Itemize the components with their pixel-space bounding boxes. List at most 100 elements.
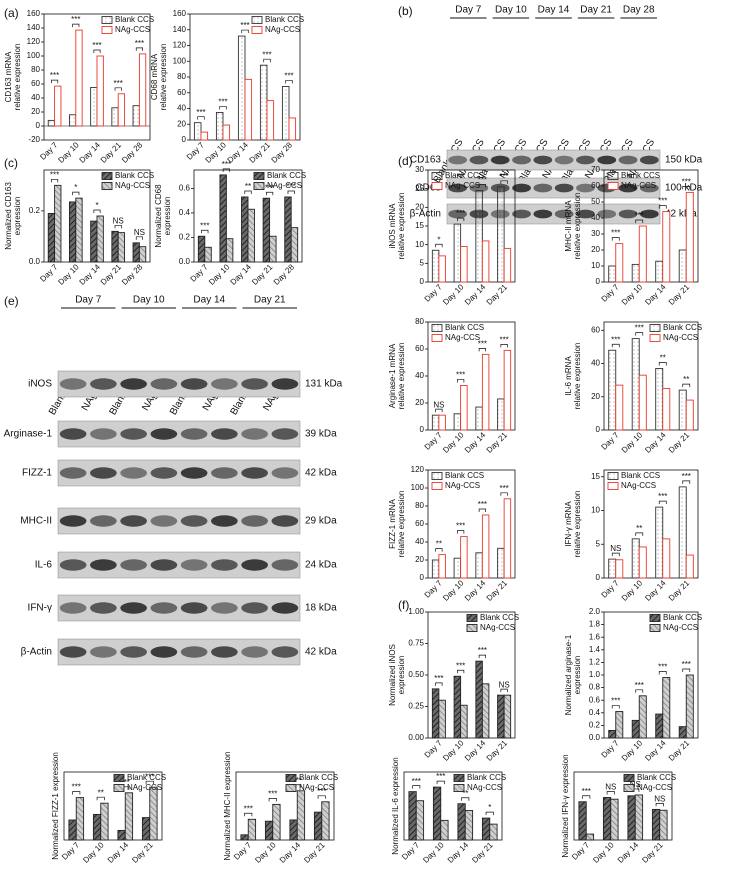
significance-label: *** <box>456 209 465 218</box>
chart: 0 20 40 60 80 Arginase-1 mRNA relative express… <box>388 317 516 455</box>
band <box>120 602 147 614</box>
significance-bracket <box>635 219 644 223</box>
significance-bracket <box>658 671 667 675</box>
legend-swatch <box>607 472 619 480</box>
chart: 0.00 0.25 0.50 0.75 1.00 Normalized iNOS expre… <box>388 607 519 763</box>
y-tick-label: 80 <box>415 317 424 326</box>
bar <box>262 197 271 263</box>
bar <box>481 514 490 579</box>
y-axis-label: relative expression <box>13 44 22 111</box>
y-tick-label: 0.75 <box>408 639 424 648</box>
y-tick-label: 0 <box>420 277 425 286</box>
band <box>211 428 238 440</box>
y-tick-label: 0.4 <box>179 208 191 217</box>
bar <box>678 389 687 431</box>
bar <box>117 829 126 841</box>
band <box>597 155 617 165</box>
y-tick-label: 15 <box>591 472 600 481</box>
y-axis-label: Normalized CD68 <box>154 184 163 248</box>
significance-label: NS <box>605 783 616 792</box>
bar <box>290 227 299 263</box>
band <box>59 378 87 390</box>
x-tick-label: Day 10 <box>421 840 446 865</box>
x-tick-label: Day 28 <box>120 140 145 165</box>
bar <box>503 694 512 739</box>
significance-label: *** <box>287 182 296 191</box>
significance-label: *** <box>682 660 691 669</box>
legend-swatch <box>453 774 465 782</box>
y-tick-label: 60 <box>415 519 424 528</box>
x-tick-label: Day 14 <box>446 840 471 865</box>
significance-bracket <box>658 205 667 209</box>
y-axis-label: MHC-II mRNA <box>564 200 573 252</box>
significance-bracket <box>51 178 59 183</box>
bar <box>608 265 617 283</box>
bar <box>47 119 56 127</box>
x-tick-label: Day 10 <box>56 262 81 287</box>
bar <box>200 131 209 141</box>
bar <box>481 240 490 283</box>
y-tick-label: 0 <box>596 425 601 434</box>
protein-label: MHC-II <box>20 516 52 527</box>
significance-bracket <box>244 812 253 817</box>
bar <box>438 554 446 579</box>
significance-label: ** <box>636 524 642 533</box>
bar <box>289 819 298 841</box>
y-tick-label: 40 <box>591 359 600 368</box>
band <box>469 183 489 193</box>
legend-swatch <box>623 774 635 782</box>
significance-label: NS <box>630 780 641 789</box>
y-tick-label: 80 <box>177 72 186 81</box>
significance-bracket <box>635 332 644 336</box>
y-tick-label: 80 <box>415 501 424 510</box>
legend-swatch <box>607 482 619 490</box>
day-label: Day 10 <box>133 295 165 306</box>
significance-label: ** <box>436 540 442 549</box>
significance-label: *** <box>218 98 227 107</box>
bar <box>655 260 664 283</box>
significance-bracket <box>72 791 81 795</box>
y-tick-label: 0.2 <box>29 206 41 215</box>
x-tick-label: Day 10 <box>207 262 232 287</box>
y-tick-label: 20 <box>31 107 40 116</box>
bar <box>288 117 297 141</box>
x-tick-label: Day 7 <box>232 840 254 862</box>
significance-label: NS <box>654 795 665 804</box>
significance-label: *** <box>293 776 302 785</box>
plot-frame <box>603 169 699 283</box>
y-tick-label: 30 <box>415 165 424 174</box>
significance-bracket <box>457 217 465 222</box>
legend-label: Blank CCS <box>445 323 484 332</box>
significance-bracket <box>72 23 80 28</box>
significance-bracket <box>606 791 615 795</box>
significance-bracket <box>461 797 470 801</box>
day-label: Day 21 <box>254 295 286 306</box>
significance-bracket <box>135 236 143 240</box>
legend-swatch <box>431 334 443 342</box>
band <box>533 183 553 193</box>
legend-label: NAg-CCS <box>115 181 150 190</box>
significance-bracket <box>457 379 465 383</box>
bar <box>132 105 140 127</box>
y-axis-label: relative expression <box>397 491 406 558</box>
x-tick-label: Day 10 <box>591 840 616 865</box>
x-tick-label: Day 7 <box>570 840 592 862</box>
protein-label: Arginase-1 <box>4 429 53 440</box>
band <box>150 467 178 479</box>
band <box>211 646 238 658</box>
y-tick-label: 1.0 <box>589 670 601 679</box>
bar <box>431 559 440 579</box>
x-tick-label: Day 7 <box>600 738 622 760</box>
legend-swatch <box>623 784 635 792</box>
significance-label: ** <box>245 182 251 191</box>
y-axis-label: Arginase-1 mRNA <box>388 343 397 408</box>
bar <box>685 191 694 283</box>
band <box>241 467 268 479</box>
x-tick-label: Day 10 <box>56 140 81 165</box>
y-tick-label: 5 <box>420 258 425 267</box>
bar <box>651 808 661 841</box>
y-tick-label: 140 <box>173 25 187 34</box>
significance-label: *** <box>658 492 667 501</box>
legend-swatch <box>607 182 619 190</box>
x-tick-label: Day 14 <box>106 840 131 865</box>
